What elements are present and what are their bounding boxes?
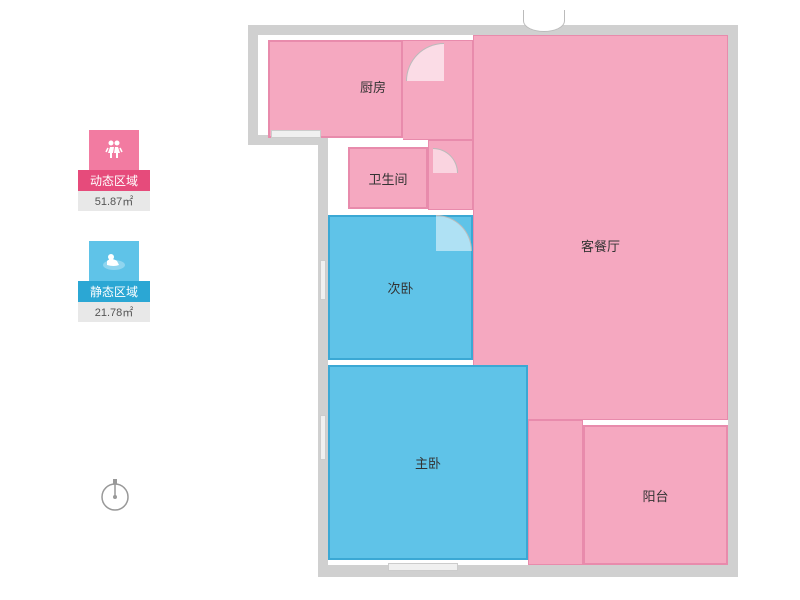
window-mark	[320, 415, 326, 460]
legend-static-value: 21.78㎡	[78, 302, 150, 322]
dynamic-zone-icon	[89, 130, 139, 170]
window-mark	[271, 130, 321, 138]
legend-dynamic: 动态区域 51.87㎡	[78, 130, 150, 211]
door-arc	[523, 10, 565, 32]
room-label: 卫生间	[368, 169, 407, 188]
legend-dynamic-label: 动态区域	[78, 170, 150, 191]
legend-static: 静态区域 21.78㎡	[78, 241, 150, 322]
room-bathroom: 卫生间	[348, 147, 428, 209]
room-kitchen: 厨房	[268, 40, 403, 138]
static-zone-icon	[89, 241, 139, 281]
legend-dynamic-value: 51.87㎡	[78, 191, 150, 211]
legend-static-label: 静态区域	[78, 281, 150, 302]
room-label: 主卧	[415, 453, 441, 472]
room-master-bedroom: 主卧	[328, 365, 528, 560]
room-balcony: 阳台	[583, 425, 728, 565]
window-mark	[388, 563, 458, 571]
floor-plan: 客餐厅 厨房 卫生间 次卧 主卧 阳台	[248, 15, 738, 580]
window-mark	[320, 260, 326, 300]
room-label: 厨房	[360, 77, 386, 96]
room-gap	[528, 420, 583, 565]
room-label: 次卧	[387, 278, 413, 297]
room-label: 客餐厅	[581, 236, 620, 255]
compass-icon	[95, 475, 135, 515]
room-living: 客餐厅	[473, 35, 728, 420]
legend: 动态区域 51.87㎡ 静态区域 21.78㎡	[78, 130, 150, 352]
room-label: 阳台	[642, 486, 668, 505]
